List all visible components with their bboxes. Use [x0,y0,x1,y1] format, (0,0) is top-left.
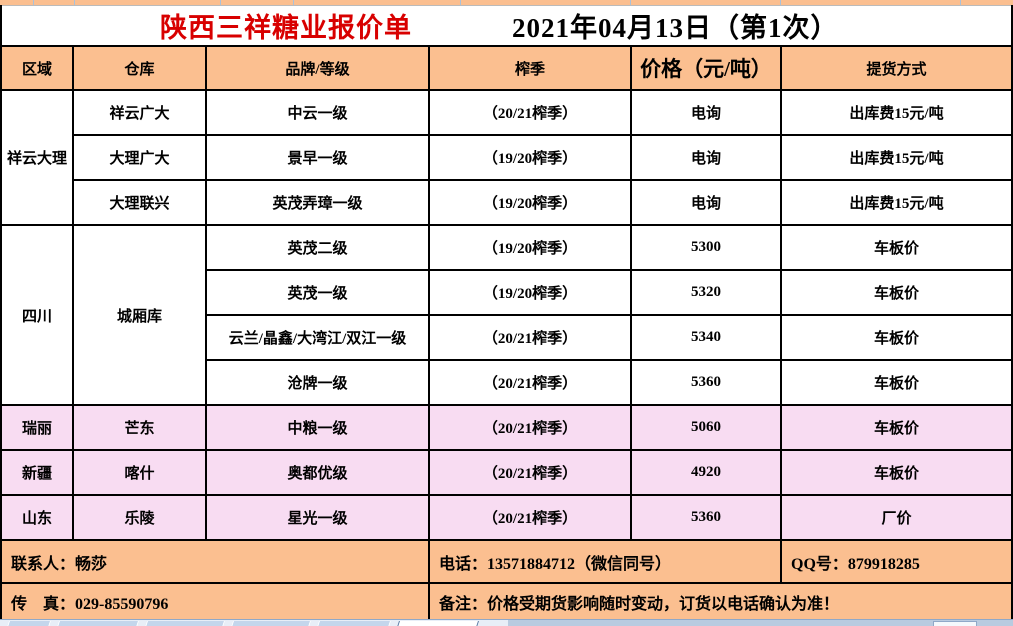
sheet-tab[interactable] [317,621,391,626]
brand-cell[interactable]: 英茂二级 [205,224,430,271]
phone-cell[interactable]: 电话：13571884712（微信同号） [428,539,782,584]
table-row: 瑞丽 芒东 中粮一级 （20/21榨季） 5060 车板价 [0,404,1013,451]
price-cell[interactable]: 5360 [630,494,782,541]
brand-cell[interactable]: 景早一级 [205,134,430,181]
qq-cell[interactable]: QQ号：879918285 [780,539,1013,584]
brand-cell[interactable]: 星光一级 [205,494,430,541]
delivery-cell[interactable]: 车板价 [780,449,1013,496]
warehouse-cell[interactable]: 祥云广大 [72,89,207,136]
table-row: 传 真：029-85590796 备注：价格受期货影响随时变动，订货以电话确认为… [0,582,1013,622]
gridline [74,0,75,5]
brand-cell[interactable]: 云兰/晶鑫/大湾江/双江一级 [205,314,430,361]
table-row: 四川 城厢库 英茂二级 （19/20榨季） 5300 车板价 [0,224,1013,406]
gridline [33,0,34,5]
spreadsheet-top-row-sliver [0,0,1013,5]
gridline [630,0,631,5]
delivery-cell[interactable]: 出库费15元/吨 [780,134,1013,181]
season-cell[interactable]: （20/21榨季） [428,314,632,361]
warehouse-cell[interactable]: 喀什 [72,449,207,496]
delivery-cell[interactable]: 出库费15元/吨 [780,89,1013,136]
table-row: 英茂一级 （19/20榨季） 5320 车板价 [1,269,1013,316]
season-cell[interactable]: （19/20榨季） [428,179,632,226]
season-cell[interactable]: （20/21榨季） [428,449,632,496]
table-row: 新疆 喀什 奥都优级 （20/21榨季） 4920 车板价 [0,449,1013,496]
brand-cell[interactable]: 中云一级 [205,89,430,136]
price-cell[interactable]: 5300 [630,224,782,271]
sheet-tab[interactable] [57,621,139,626]
brand-cell[interactable]: 奥都优级 [205,449,430,496]
warehouse-cell[interactable]: 芒东 [72,404,207,451]
delivery-cell[interactable]: 车板价 [780,359,1013,406]
table-row: 大理联兴 英茂弄璋一级 （19/20榨季） 电询 出库费15元/吨 [1,179,1013,226]
table-row: 联系人：畅莎 电话：13571884712（微信同号） QQ号：87991828… [0,539,1013,584]
price-cell[interactable]: 电询 [630,179,782,226]
warehouse-cell[interactable]: 乐陵 [72,494,207,541]
price-cell[interactable]: 电询 [630,89,782,136]
gridline [293,0,294,5]
season-cell[interactable]: （20/21榨季） [428,359,632,406]
sheet-tab-active[interactable] [397,621,479,626]
note-cell[interactable]: 备注：价格受期货影响随时变动，订货以电话确认为准！ [428,582,1013,622]
col-header-season[interactable]: 榨季 [428,45,632,91]
table-row: 祥云大理 祥云广大 中云一级 （20/21榨季） 电询 出库费15元/吨 [0,89,1013,226]
warehouse-cell[interactable]: 大理广大 [72,134,207,181]
price-quote-table: 陕西三祥糖业报价单 2021年04月13日（第1次） 区域 仓库 品牌/等级 榨… [0,5,1013,622]
sheet-tab[interactable] [145,621,225,626]
fax-cell[interactable]: 传 真：029-85590796 [0,582,430,622]
delivery-cell[interactable]: 车板价 [780,224,1013,271]
region-cell[interactable]: 新疆 [0,449,74,496]
warehouse-cell[interactable]: 城厢库 [72,224,207,406]
season-cell[interactable]: （20/21榨季） [428,494,632,541]
window-bottom-chrome [0,619,1013,626]
delivery-cell[interactable]: 厂价 [780,494,1013,541]
price-cell[interactable]: 电询 [630,134,782,181]
scrollbar-thumb[interactable] [933,621,977,626]
col-header-brand[interactable]: 品牌/等级 [205,45,430,91]
brand-cell[interactable]: 英茂一级 [205,269,430,316]
price-cell[interactable]: 5360 [630,359,782,406]
delivery-cell[interactable]: 车板价 [780,404,1013,451]
brand-cell[interactable]: 中粮一级 [205,404,430,451]
brand-cell[interactable]: 沧牌一级 [205,359,430,406]
quote-date: 2021年04月13日（第1次） [512,13,839,43]
table-row: 大理广大 景早一级 （19/20榨季） 电询 出库费15元/吨 [1,134,1013,181]
season-cell[interactable]: （19/20榨季） [428,269,632,316]
season-cell[interactable]: （20/21榨季） [428,89,632,136]
warehouse-cell[interactable]: 大理联兴 [72,179,207,226]
title-cell[interactable]: 陕西三祥糖业报价单 2021年04月13日（第1次） [0,5,1013,47]
region-cell[interactable]: 瑞丽 [0,404,74,451]
col-header-warehouse[interactable]: 仓库 [72,45,207,91]
table-row: 云兰/晶鑫/大湾江/双江一级 （20/21榨季） 5340 车板价 [1,314,1013,361]
price-cell[interactable]: 4920 [630,449,782,496]
season-cell[interactable]: （19/20榨季） [428,224,632,271]
region-cell[interactable]: 祥云大理 [0,89,74,226]
gridline [460,0,461,5]
gridline [960,0,961,5]
gridline [780,0,781,5]
region-cell[interactable]: 四川 [0,224,74,406]
col-header-region[interactable]: 区域 [0,45,74,91]
contact-cell[interactable]: 联系人：畅莎 [0,539,430,584]
table-row: 山东 乐陵 星光一级 （20/21榨季） 5360 厂价 [0,494,1013,541]
region-cell[interactable]: 山东 [0,494,74,541]
page-title: 陕西三祥糖业报价单 [160,13,412,43]
col-header-delivery[interactable]: 提货方式 [780,45,1013,91]
horizontal-scrollbar[interactable] [508,619,1013,626]
price-cell[interactable]: 5060 [630,404,782,451]
sheet-tab[interactable] [7,621,51,626]
sheet-tabs-strip [0,619,668,626]
delivery-cell[interactable]: 出库费15元/吨 [780,179,1013,226]
season-cell[interactable]: （19/20榨季） [428,134,632,181]
gridline [220,0,221,5]
price-cell[interactable]: 5340 [630,314,782,361]
col-header-price[interactable]: 价格（元/吨） [630,45,782,91]
table-row: 沧牌一级 （20/21榨季） 5360 车板价 [1,359,1013,406]
price-cell[interactable]: 5320 [630,269,782,316]
delivery-cell[interactable]: 车板价 [780,314,1013,361]
brand-cell[interactable]: 英茂弄璋一级 [205,179,430,226]
delivery-cell[interactable]: 车板价 [780,269,1013,316]
season-cell[interactable]: （20/21榨季） [428,404,632,451]
sheet-tab[interactable] [231,621,311,626]
